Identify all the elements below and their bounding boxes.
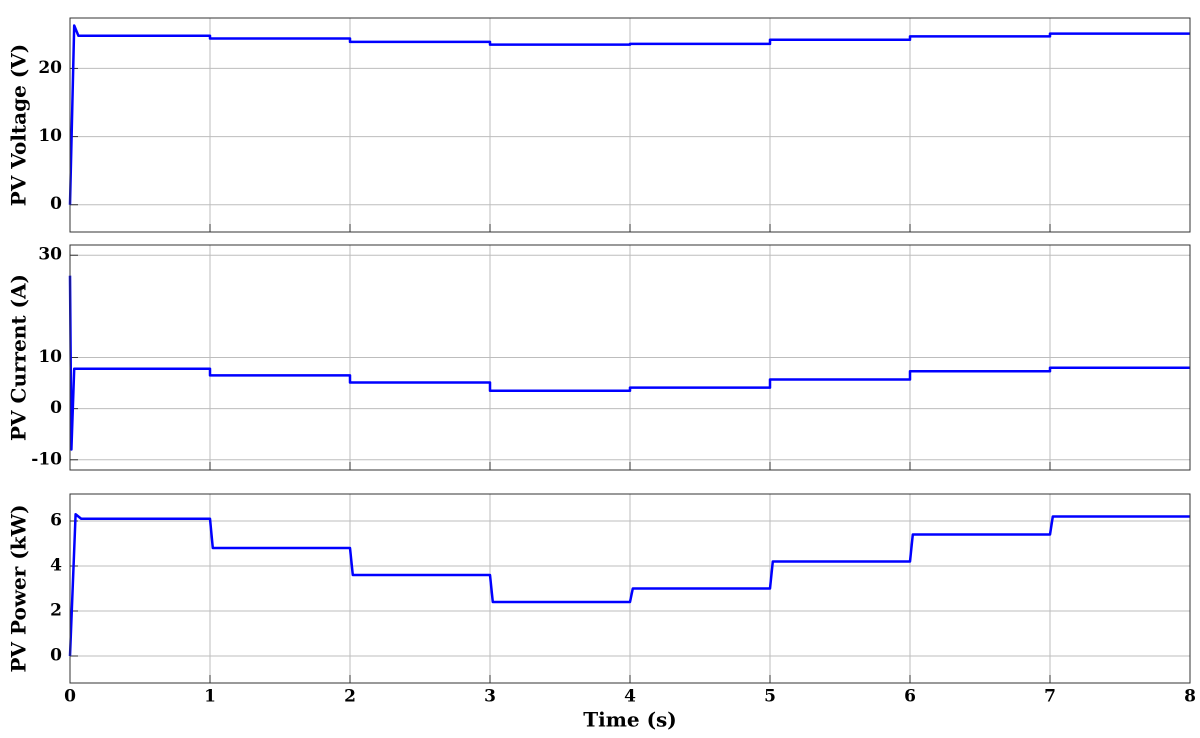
y-tick-label: 10 xyxy=(38,126,62,146)
y-tick-label: 30 xyxy=(38,245,62,265)
y-tick-label: 10 xyxy=(38,347,62,367)
data-line xyxy=(68,275,1190,451)
x-axis-label: Time (s) xyxy=(583,708,677,732)
x-tick-label: 1 xyxy=(204,687,216,707)
axes-box xyxy=(69,244,1191,471)
x-tick-label: 5 xyxy=(764,687,776,707)
x-tick-label: 7 xyxy=(1044,687,1056,707)
y-tick-label: -10 xyxy=(31,449,62,469)
y-tick-label: 0 xyxy=(50,398,62,418)
y-axis-label: PV Voltage (V) xyxy=(7,44,31,206)
y-tick-label: 20 xyxy=(38,58,62,78)
y-tick-label: 6 xyxy=(50,511,62,531)
y-tick-label: 4 xyxy=(50,556,62,576)
axes-box xyxy=(69,17,1191,233)
x-tick-label: 2 xyxy=(344,687,356,707)
x-tick-label: 4 xyxy=(624,687,636,707)
data-line xyxy=(68,513,1190,657)
x-tick-label: 8 xyxy=(1184,687,1196,707)
x-tick-label: 3 xyxy=(484,687,496,707)
x-tick-label: 0 xyxy=(64,687,76,707)
data-line xyxy=(68,24,1190,205)
y-tick-label: 2 xyxy=(50,601,62,621)
y-axis-label: PV Current (A) xyxy=(7,274,31,441)
y-axis-label: PV Power (kW) xyxy=(7,504,31,672)
axes-box xyxy=(69,493,1191,684)
y-tick-label: 0 xyxy=(50,194,62,214)
x-tick-label: 6 xyxy=(904,687,916,707)
y-tick-label: 0 xyxy=(50,646,62,666)
